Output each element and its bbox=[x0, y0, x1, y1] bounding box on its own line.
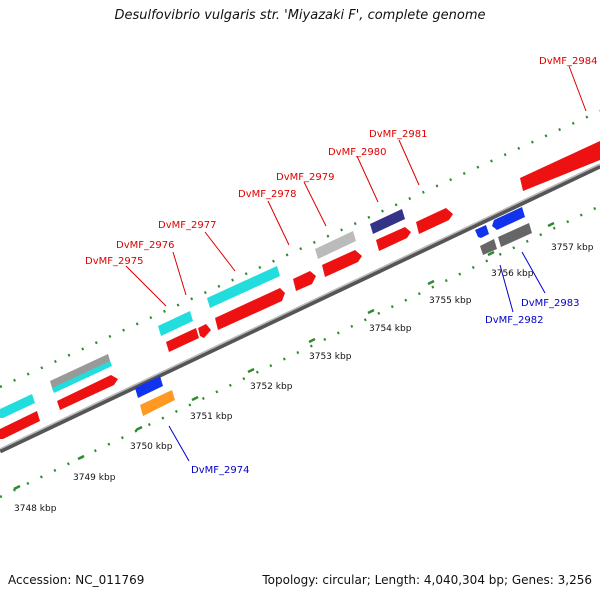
reverse-features bbox=[135, 207, 532, 416]
gene-label-2980[interactable]: DvMF_2980 bbox=[328, 147, 386, 158]
gene-arrow-red bbox=[166, 328, 199, 352]
leader-line bbox=[267, 200, 290, 246]
gene-arrow-red bbox=[215, 288, 285, 330]
gene-arrow-blue bbox=[492, 207, 525, 230]
gene-arrow-blue bbox=[475, 225, 489, 238]
major-tick-3753 bbox=[308, 337, 316, 344]
major-tick-3756 bbox=[487, 250, 495, 257]
gene-label-2976[interactable]: DvMF_2976 bbox=[116, 240, 174, 251]
leader-line bbox=[356, 155, 379, 203]
major-tick-3757 bbox=[547, 221, 555, 228]
scale-label-3755: 3755 kbp bbox=[429, 296, 472, 306]
scale-label-3748: 3748 kbp bbox=[14, 504, 57, 514]
gene-block-navy bbox=[370, 209, 405, 234]
leader-line bbox=[125, 265, 167, 307]
gene-block-red bbox=[0, 411, 40, 439]
gene-label-2977[interactable]: DvMF_2977 bbox=[158, 220, 216, 231]
gene-label-2981[interactable]: DvMF_2981 bbox=[369, 129, 427, 140]
gene-label-2984[interactable]: DvMF_2984 bbox=[539, 56, 597, 67]
forward-tick-minor bbox=[0, 109, 600, 389]
forward-tick-track bbox=[0, 109, 600, 389]
leader-line bbox=[204, 231, 236, 272]
genome-info-text: Topology: circular; Length: 4,040,304 bp… bbox=[262, 573, 592, 587]
gene-arrow-red bbox=[57, 375, 118, 410]
gene-label-2982[interactable]: DvMF_2982 bbox=[485, 315, 543, 326]
leader-line bbox=[568, 65, 587, 112]
gene-block-cyan bbox=[158, 311, 193, 336]
gene-arrow-red bbox=[322, 250, 362, 277]
gene-block-gray bbox=[50, 354, 111, 391]
scale-label-3750: 3750 kbp bbox=[130, 442, 173, 452]
leader-line bbox=[521, 251, 546, 294]
scale-label-3757: 3757 kbp bbox=[551, 243, 594, 253]
major-tick-3755 bbox=[427, 279, 435, 286]
gene-label-2979[interactable]: DvMF_2979 bbox=[276, 172, 334, 183]
page-title: Desulfovibrio vulgaris str. 'Miyazaki F'… bbox=[114, 8, 486, 23]
scale-label-3752: 3752 kbp bbox=[250, 382, 293, 392]
gene-arrow-red bbox=[416, 208, 453, 234]
leader-line bbox=[303, 181, 327, 227]
leader-line bbox=[398, 139, 420, 186]
major-tick-3754 bbox=[367, 308, 375, 315]
gene-label-2974[interactable]: DvMF_2974 bbox=[191, 465, 249, 476]
forward-features bbox=[0, 141, 600, 439]
major-tick-3749 bbox=[77, 454, 85, 461]
gene-arrow-red bbox=[293, 271, 316, 291]
gene-arrow-red-small bbox=[198, 324, 211, 338]
leader-line bbox=[172, 251, 187, 296]
scale-label-3754: 3754 kbp bbox=[369, 324, 412, 334]
gene-block-orange bbox=[140, 390, 175, 416]
gene-arrow-blue bbox=[135, 376, 163, 398]
major-tick-3750 bbox=[135, 425, 143, 432]
forward-gene-labels: DvMF_2975 DvMF_2976 DvMF_2977 DvMF_2978 … bbox=[85, 56, 597, 307]
scale-label-3751: 3751 kbp bbox=[190, 412, 233, 422]
scale-label-3753: 3753 kbp bbox=[309, 352, 352, 362]
leader-line bbox=[499, 264, 514, 313]
backbone-line bbox=[0, 163, 600, 454]
gene-label-2983[interactable]: DvMF_2983 bbox=[521, 298, 579, 309]
backbone-highlight bbox=[0, 163, 600, 450]
major-tick-3752 bbox=[247, 367, 255, 374]
reverse-tick-minor bbox=[0, 204, 600, 499]
leader-line bbox=[168, 425, 190, 462]
gene-label-2975[interactable]: DvMF_2975 bbox=[85, 256, 143, 267]
gene-block-darkgray bbox=[498, 223, 532, 247]
scale-label-3756: 3756 kbp bbox=[491, 269, 534, 279]
reverse-gene-labels: DvMF_2974 DvMF_2982 DvMF_2983 bbox=[168, 251, 579, 476]
gene-arrow-red bbox=[376, 227, 411, 251]
scale-labels: 3748 kbp 3749 kbp 3750 kbp 3751 kbp 3752… bbox=[14, 243, 594, 514]
gene-block-gray bbox=[315, 231, 356, 259]
gene-block-red bbox=[520, 141, 600, 191]
genome-backbone bbox=[0, 163, 600, 454]
gene-block-cyan bbox=[0, 394, 35, 418]
gene-block-cyan bbox=[207, 266, 280, 308]
major-tick-3748 bbox=[13, 484, 21, 491]
major-tick-3751 bbox=[191, 395, 199, 402]
accession-text: Accession: NC_011769 bbox=[8, 573, 145, 587]
gene-label-2978[interactable]: DvMF_2978 bbox=[238, 189, 296, 200]
scale-label-3749: 3749 kbp bbox=[73, 473, 116, 483]
gene-block-cyan bbox=[52, 361, 112, 393]
gene-block-darkgray bbox=[480, 239, 497, 255]
reverse-tick-track bbox=[0, 204, 600, 499]
